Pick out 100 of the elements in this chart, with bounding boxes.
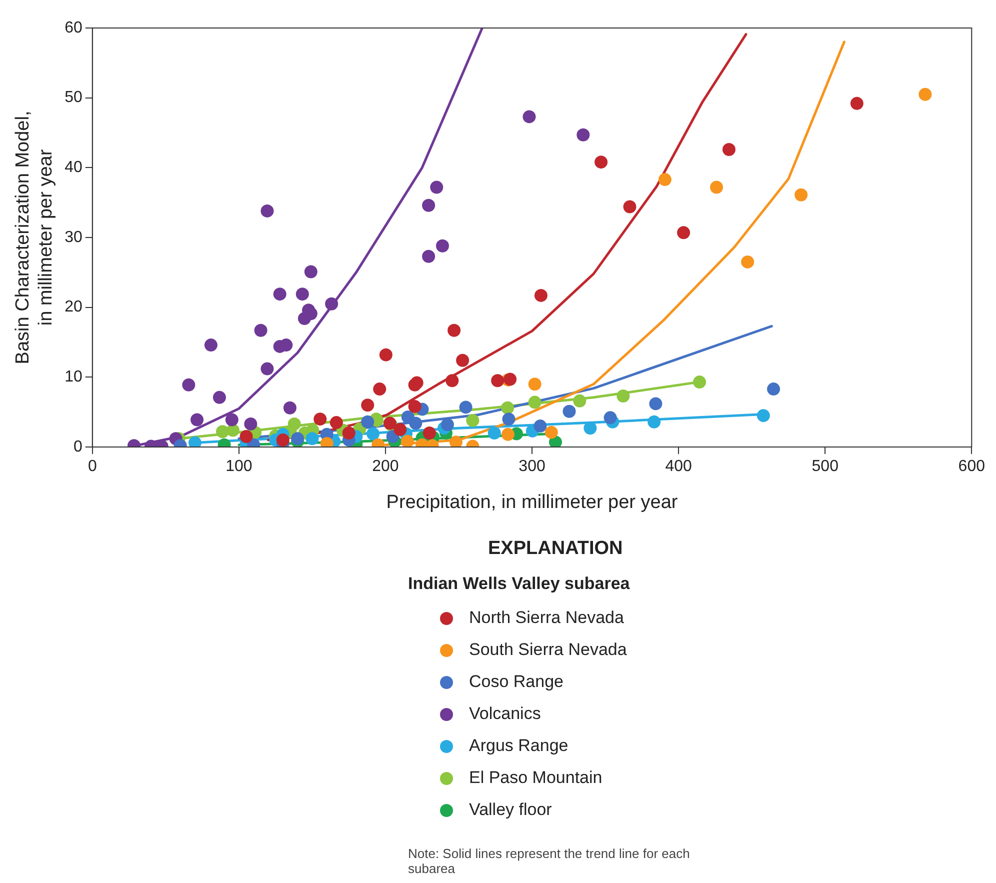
point	[693, 376, 706, 389]
point	[522, 110, 536, 124]
y-tick-label: 50	[64, 89, 82, 106]
point	[260, 204, 274, 218]
point	[260, 362, 274, 376]
point	[422, 198, 436, 212]
point	[283, 401, 296, 414]
point	[379, 348, 392, 362]
point	[459, 400, 472, 414]
point	[448, 324, 461, 337]
x-axis-title: Precipitation, in millimeter per year	[386, 492, 678, 513]
point	[342, 426, 356, 440]
legend-label: El Paso Mountain	[469, 768, 602, 788]
point	[648, 415, 661, 428]
point	[741, 255, 754, 268]
text: Note: Solid lines represent the trend line for each subarea	[408, 846, 691, 876]
point	[182, 378, 196, 392]
point	[584, 422, 597, 435]
point	[528, 378, 542, 391]
point	[373, 382, 386, 396]
point	[188, 436, 202, 447]
point	[658, 173, 672, 186]
point	[325, 297, 338, 310]
point	[216, 425, 230, 438]
point	[298, 312, 311, 326]
text: EXPLANATION	[488, 538, 624, 560]
point	[710, 180, 724, 194]
y-axis-title: Basin Characterization Model, in millimeter per year	[12, 110, 56, 364]
point	[502, 412, 516, 426]
point	[677, 226, 690, 240]
point	[436, 239, 449, 252]
point	[226, 424, 240, 437]
point	[408, 400, 422, 413]
point	[528, 396, 542, 409]
point	[649, 397, 662, 410]
point	[400, 434, 414, 447]
point	[276, 434, 290, 447]
point	[296, 288, 309, 301]
point	[422, 250, 436, 263]
point	[604, 411, 617, 424]
point	[446, 374, 459, 388]
point	[254, 324, 268, 337]
point	[504, 372, 517, 386]
point	[449, 436, 462, 447]
point	[190, 413, 204, 426]
point	[616, 390, 630, 403]
y-tick-label: 60	[64, 19, 82, 36]
point	[422, 426, 436, 440]
point	[394, 423, 407, 436]
x-tick-label: 500	[812, 458, 839, 476]
point	[291, 432, 304, 446]
point	[918, 88, 932, 101]
legend-title: Indian Wells Valley subarea	[408, 574, 631, 594]
point	[456, 354, 470, 367]
point	[722, 143, 736, 156]
point	[573, 394, 586, 408]
x-tick-label: 300	[518, 458, 546, 476]
point	[501, 401, 514, 414]
point	[594, 156, 608, 169]
point	[756, 409, 770, 422]
y-tick-label: 20	[64, 298, 82, 316]
point	[409, 416, 422, 430]
point	[576, 128, 590, 142]
point	[273, 288, 286, 301]
point	[767, 382, 780, 396]
y-tick-label: 40	[64, 159, 82, 176]
legend-label: Coso Range	[469, 672, 564, 692]
point	[623, 200, 636, 214]
point	[204, 338, 218, 352]
point	[440, 418, 454, 432]
point	[850, 96, 864, 110]
x-tick-label: 200	[372, 458, 399, 476]
point	[548, 436, 562, 447]
point	[361, 415, 374, 428]
y-tick-label: 0	[73, 438, 82, 456]
point	[212, 390, 226, 404]
point	[225, 413, 238, 426]
point	[491, 374, 504, 388]
point	[544, 426, 558, 439]
point	[501, 428, 514, 441]
point	[562, 404, 576, 418]
point	[330, 416, 343, 430]
point	[430, 180, 444, 194]
legend-label: North Sierra Nevada	[469, 608, 624, 628]
x-tick-label: 0	[88, 458, 97, 476]
point	[466, 414, 480, 427]
legend-label: Volcanics	[469, 704, 541, 724]
y-tick-label: 30	[64, 228, 82, 246]
point	[534, 420, 547, 433]
point	[366, 427, 380, 440]
point	[244, 417, 258, 430]
point	[304, 265, 318, 278]
x-tick-label: 600	[958, 458, 986, 476]
point	[314, 412, 327, 426]
x-tick-label: 400	[665, 458, 692, 476]
legend-label: Argus Range	[469, 736, 568, 756]
y-tick-label: 10	[64, 368, 82, 386]
point	[306, 432, 319, 446]
point	[361, 398, 374, 412]
legend-label: South Sierra Nevada	[469, 640, 627, 660]
